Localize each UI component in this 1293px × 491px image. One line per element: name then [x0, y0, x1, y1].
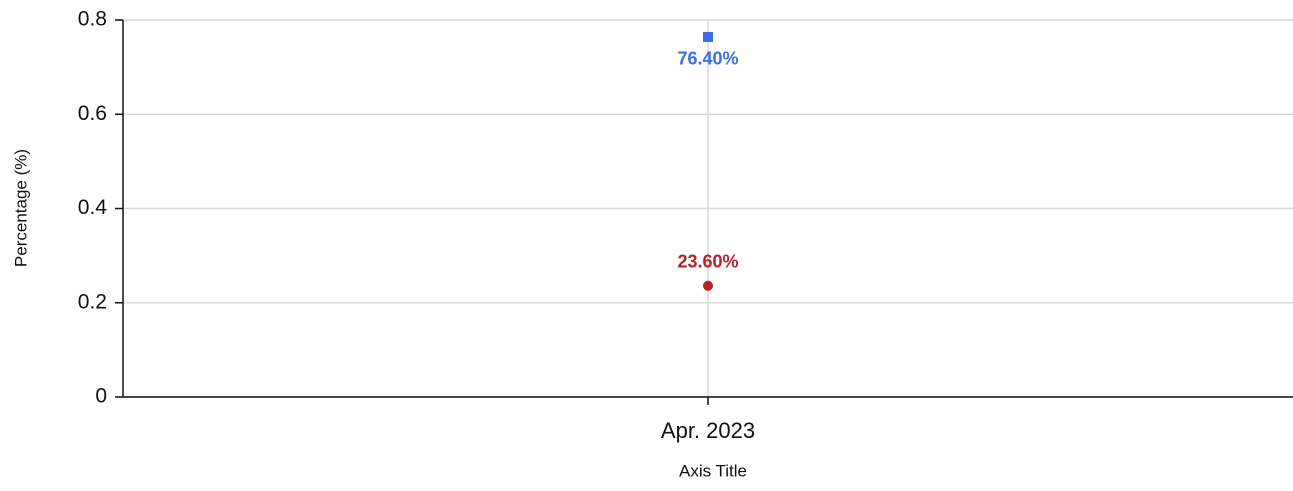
y-tick-label: 0.8 — [78, 8, 107, 31]
y-axis-title: Percentage (%) — [11, 149, 30, 267]
y-tick-label: 0.2 — [78, 290, 107, 313]
y-tick-label: 0 — [95, 385, 107, 408]
y-tick-label: 0.4 — [78, 196, 108, 219]
point — [703, 31, 713, 42]
data-label: 23.60% — [677, 252, 738, 272]
y-tick-label: 0.6 — [78, 102, 107, 125]
data-label: 76.40% — [677, 49, 738, 69]
point — [703, 280, 713, 291]
x-tick-label: Apr. 2023 — [661, 418, 755, 443]
x-axis-title: Axis Title — [679, 461, 747, 480]
